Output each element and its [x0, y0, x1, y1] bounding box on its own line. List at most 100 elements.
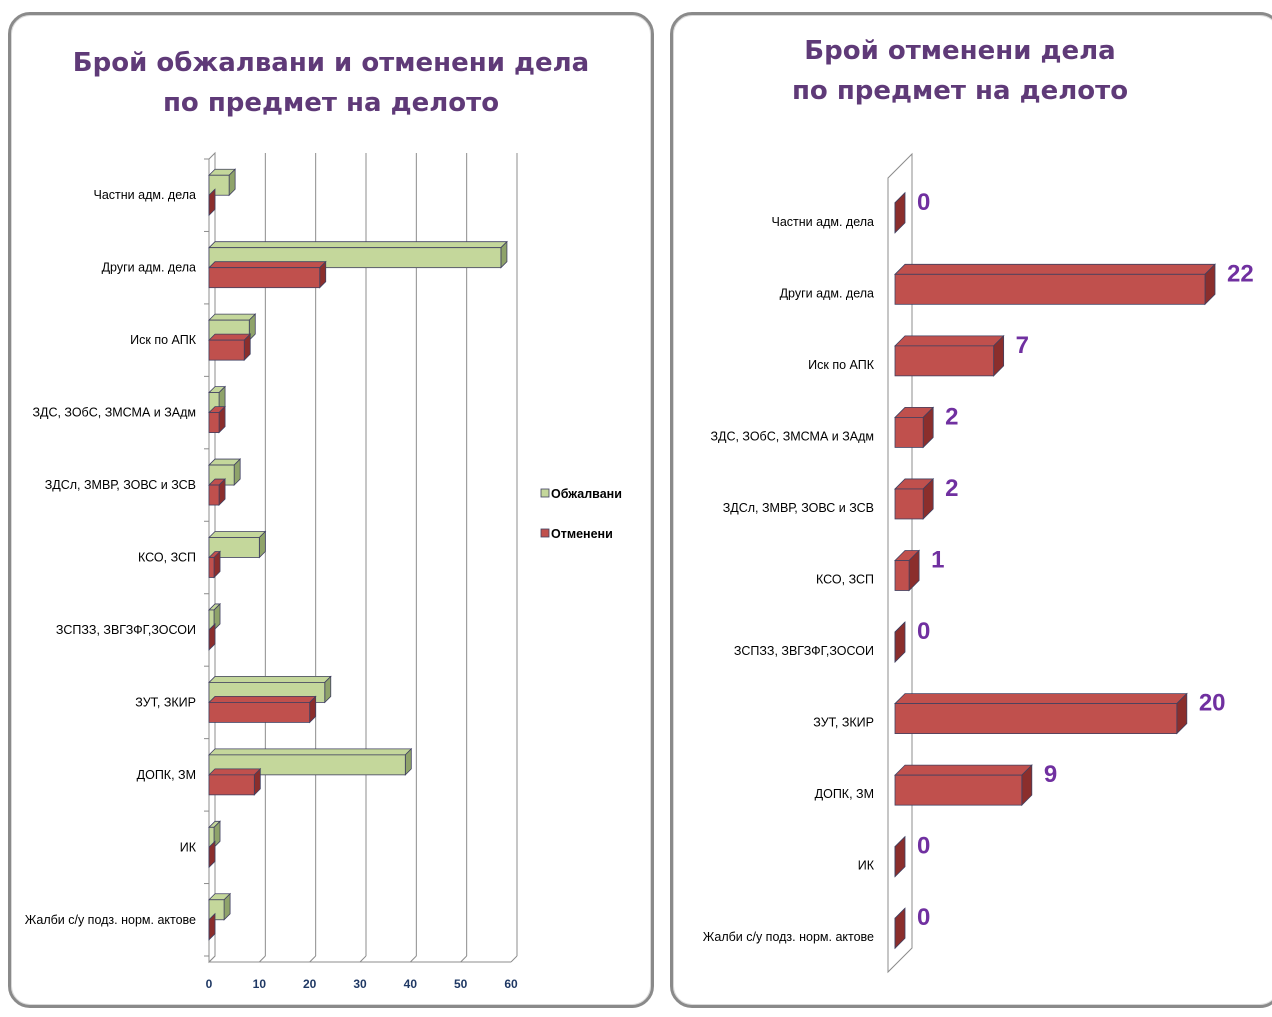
bar-appealed-top: [208, 531, 267, 538]
chart-panel-right: Брой отменени дела по предмет на делото: [670, 12, 1272, 1008]
y-category-label: ЗДС, ЗОбС, ЗМСМА и ЗАдм: [710, 429, 874, 443]
data-label: 0: [917, 189, 930, 216]
bar-annulled-top: [208, 333, 252, 341]
legend-label-appealed: Обжалвани: [551, 487, 622, 501]
bar-annulled-top: [208, 261, 327, 269]
x-tick-label: 0: [206, 977, 213, 991]
y-category-label: ЗДС, ЗОбС, ЗМСМА и ЗАдм: [32, 406, 196, 420]
bar-annulled-only-front: [894, 273, 1206, 305]
bar-annulled-front: [208, 702, 311, 723]
bar-appealed: [208, 820, 221, 849]
y-category-label: Други адм. дела: [102, 261, 196, 275]
floor-line: [460, 955, 468, 963]
y-category-label: Иск по АПК: [130, 333, 197, 347]
chart-panel-left: Брой обжалвани и отменени дела по предме…: [8, 12, 654, 1008]
bar-annulled-only-top: [894, 263, 1216, 275]
y-category-label: ЗУТ, ЗКИР: [135, 695, 196, 709]
bar-annulled-only: [894, 191, 906, 234]
x-tick-label: 10: [253, 977, 267, 991]
bar-annulled-only: [894, 549, 921, 592]
y-category-label: ЗДСл, ЗМВР, ЗОВС и ЗСВ: [45, 478, 196, 492]
chart2-title-line2: по предмет на делото: [791, 76, 1129, 106]
bar-annulled-only: [894, 907, 906, 950]
y-category-label: ЗДСл, ЗМВР, ЗОВС и ЗСВ: [723, 501, 874, 515]
bar-annulled-only-top: [894, 335, 1005, 347]
y-category-label: Частни адм. дела: [772, 215, 875, 229]
floor-line: [359, 955, 367, 963]
bar-annulled: [208, 478, 227, 507]
legend-label-annulled: Отменени: [551, 527, 613, 541]
data-label: 20: [1199, 690, 1226, 717]
bar-annulled-only: [894, 764, 1033, 807]
x-tick-label: 40: [404, 977, 418, 991]
bar-annulled-front: [208, 339, 245, 361]
bar-annulled: [208, 767, 262, 796]
bar-annulled-only-front: [894, 560, 910, 591]
bar-annulled: [208, 695, 317, 724]
y-category-label: ЗУТ, ЗКИР: [813, 716, 874, 730]
bar-annulled: [208, 550, 221, 579]
bar-annulled-only-top: [894, 693, 1188, 704]
chart1-title-line1: Брой обжалвани и отменени дела: [72, 48, 590, 78]
data-label: 2: [945, 403, 958, 430]
bar-annulled: [208, 333, 252, 362]
x-tick-label: 20: [303, 977, 317, 991]
floor-line: [510, 955, 518, 963]
bar-appealed-top: [208, 676, 332, 683]
bar-annulled-front: [208, 412, 220, 433]
y-category-label: ДОПК, ЗМ: [815, 787, 874, 801]
bar-annulled: [208, 405, 227, 434]
data-label: 22: [1227, 260, 1254, 287]
bar-annulled-only: [894, 621, 906, 664]
data-label: 7: [1016, 332, 1029, 359]
bar-annulled-only: [894, 835, 906, 878]
y-category-label: Иск по АПК: [808, 358, 875, 372]
y-category-label: ЗСПЗЗ, ЗВГЗФГ,ЗОСОИ: [734, 644, 874, 658]
bar-appealed: [208, 530, 267, 559]
bar-annulled-front: [208, 774, 255, 796]
y-category-label: Жалби с/у подз. норм. актове: [25, 913, 196, 927]
bar-annulled-only-front: [894, 417, 924, 448]
bar-annulled-only-front: [894, 703, 1178, 734]
bar-annulled-only-top: [894, 764, 1033, 776]
y-category-label: ИК: [858, 859, 875, 873]
data-label: 0: [917, 833, 930, 860]
bar-annulled: [208, 840, 216, 869]
bar-annulled-top: [208, 696, 317, 703]
chart1-title-line2: по предмет на делото: [162, 88, 500, 118]
bar-appealed-top: [208, 748, 413, 756]
y-category-label: ИК: [180, 840, 197, 854]
data-label: 0: [917, 904, 930, 931]
data-label: 9: [1044, 761, 1057, 788]
x-tick-label: 50: [454, 977, 468, 991]
bar-annulled-only: [894, 263, 1216, 306]
bar-annulled-only: [894, 692, 1188, 735]
bar-appealed: [208, 458, 242, 487]
bar-annulled: [208, 912, 216, 941]
legend-swatch-appealed: [540, 488, 550, 498]
y-category-label: ЗСПЗЗ, ЗВГЗФГ,ЗОСОИ: [56, 623, 196, 637]
bar-annulled-only-front: [894, 488, 924, 520]
chart1-legend: Обжалвани Отменени: [540, 487, 622, 541]
bar-annulled-only: [894, 406, 935, 449]
data-label: 0: [917, 618, 930, 645]
floor-line: [409, 955, 417, 963]
y-category-label: КСО, ЗСП: [138, 551, 196, 565]
bar-annulled: [208, 260, 327, 289]
data-label: 1: [931, 547, 944, 574]
x-tick-label: 30: [353, 977, 367, 991]
bar-appealed-front: [208, 537, 260, 558]
floor-line: [309, 955, 317, 963]
bar-annulled-front: [208, 267, 321, 289]
bar-annulled-only-front: [894, 345, 995, 377]
y-category-label: КСО, ЗСП: [816, 573, 874, 587]
bar-appealed: [208, 892, 232, 921]
bar-annulled-front: [208, 484, 220, 506]
bar-annulled: [208, 622, 216, 651]
bar-appealed: [208, 602, 221, 631]
y-category-label: Други адм. дела: [780, 286, 874, 300]
bar-annulled-only-front: [894, 774, 1023, 806]
y-category-label: Жалби с/у подз. норм. актове: [703, 930, 874, 944]
bar-annulled-only: [894, 477, 935, 520]
